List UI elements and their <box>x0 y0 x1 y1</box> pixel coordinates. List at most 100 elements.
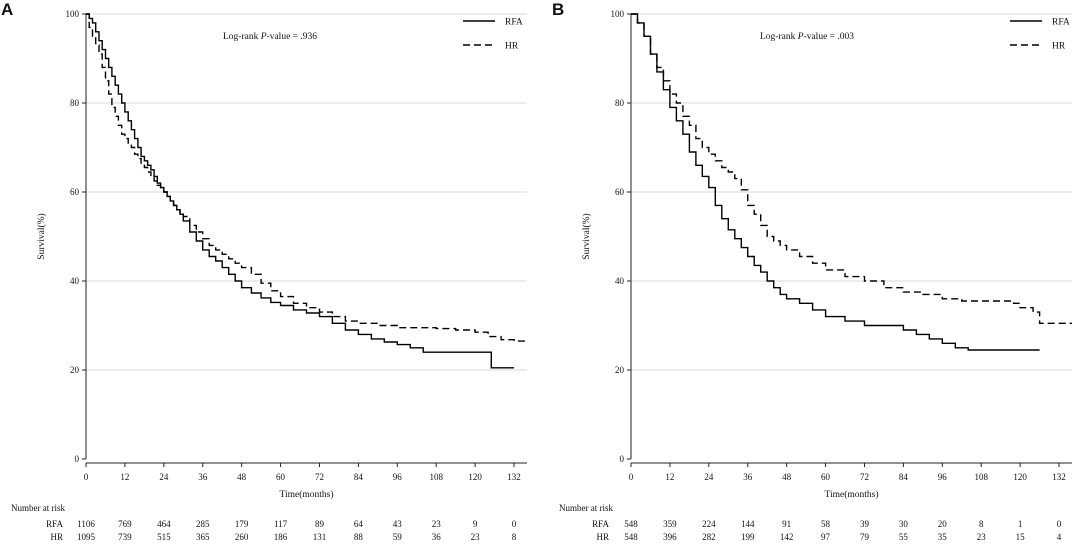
risk-value: 59 <box>393 532 403 542</box>
risk-value: 55 <box>899 532 909 542</box>
y-tick-label: 100 <box>611 9 625 19</box>
risk-value: 769 <box>118 519 132 529</box>
risk-value: 30 <box>899 519 909 529</box>
x-tick-label: 24 <box>159 472 169 482</box>
legend-label-hr: HR <box>1052 42 1066 52</box>
risk-value: 0 <box>512 519 517 529</box>
legend-label-rfa: RFA <box>1052 18 1070 28</box>
y-tick-label: 100 <box>66 9 80 19</box>
risk-row-label-hr: HR <box>50 532 63 542</box>
risk-value: 464 <box>157 519 171 529</box>
y-tick-label: 20 <box>70 365 80 375</box>
x-tick-label: 48 <box>237 472 247 482</box>
survival-curve-hr <box>631 13 1072 324</box>
risk-value: 8 <box>979 519 984 529</box>
y-tick-label: 80 <box>615 98 625 108</box>
risk-value: 15 <box>1016 532 1026 542</box>
risk-value: 396 <box>663 532 677 542</box>
x-tick-label: 96 <box>938 472 948 482</box>
risk-value: 1 <box>1018 519 1023 529</box>
x-tick-label: 108 <box>974 472 988 482</box>
risk-value: 117 <box>274 519 288 529</box>
y-axis-title: Survival(%) <box>36 213 47 259</box>
risk-value: 9 <box>473 519 478 529</box>
risk-value: 89 <box>315 519 325 529</box>
risk-value: 64 <box>354 519 364 529</box>
x-tick-label: 108 <box>429 472 443 482</box>
x-tick-label: 120 <box>468 472 482 482</box>
risk-row-label-rfa: RFA <box>46 519 63 529</box>
x-tick-label: 60 <box>276 472 286 482</box>
risk-value: 739 <box>118 532 132 542</box>
x-tick-label: 132 <box>1052 472 1066 482</box>
survival-curve-rfa <box>86 13 514 369</box>
x-tick-label: 72 <box>315 472 324 482</box>
x-tick-label: 72 <box>860 472 869 482</box>
risk-value: 39 <box>860 519 870 529</box>
x-tick-label: 60 <box>821 472 831 482</box>
risk-value: 260 <box>235 532 249 542</box>
y-tick-label: 0 <box>75 454 80 464</box>
risk-value: 79 <box>860 532 870 542</box>
y-tick-label: 60 <box>615 187 625 197</box>
survival-curve-rfa <box>631 13 1040 351</box>
y-tick-label: 80 <box>70 98 80 108</box>
risk-value: 20 <box>938 519 948 529</box>
risk-value: 4 <box>1057 532 1062 542</box>
x-tick-label: 12 <box>665 472 674 482</box>
risk-value: 1106 <box>77 519 95 529</box>
x-tick-label: 48 <box>782 472 792 482</box>
x-tick-label: 0 <box>629 472 634 482</box>
risk-value: 142 <box>780 532 794 542</box>
x-axis-title: Time(months) <box>824 489 878 500</box>
x-tick-label: 36 <box>198 472 208 482</box>
risk-value: 97 <box>821 532 831 542</box>
risk-value: 179 <box>235 519 249 529</box>
risk-table-title: Number at risk <box>559 503 613 513</box>
risk-value: 144 <box>741 519 755 529</box>
y-tick-label: 20 <box>615 365 625 375</box>
x-tick-label: 120 <box>1013 472 1027 482</box>
x-tick-label: 84 <box>899 472 909 482</box>
risk-value: 91 <box>782 519 791 529</box>
risk-value: 199 <box>741 532 755 542</box>
risk-row-label-hr: HR <box>596 532 609 542</box>
y-tick-label: 40 <box>70 276 80 286</box>
y-axis-title: Survival(%) <box>581 213 592 259</box>
pvalue-annotation: Log-rank P-value = .936 <box>223 32 317 42</box>
risk-value: 186 <box>274 532 288 542</box>
risk-value: 0 <box>1057 519 1062 529</box>
x-tick-label: 84 <box>354 472 364 482</box>
x-tick-label: 12 <box>120 472 129 482</box>
x-tick-label: 132 <box>507 472 521 482</box>
x-axis-title: Time(months) <box>279 489 333 500</box>
risk-value: 365 <box>196 532 210 542</box>
risk-value: 43 <box>393 519 403 529</box>
risk-row-label-rfa: RFA <box>592 519 609 529</box>
risk-value: 1095 <box>77 532 96 542</box>
panel-letter: B <box>552 0 564 19</box>
risk-value: 131 <box>313 532 327 542</box>
pvalue-annotation: Log-rank P-value = .003 <box>760 32 854 42</box>
risk-value: 23 <box>471 532 481 542</box>
risk-value: 23 <box>977 532 987 542</box>
risk-value: 515 <box>157 532 171 542</box>
risk-table-title: Number at risk <box>11 503 65 513</box>
risk-value: 548 <box>624 532 638 542</box>
risk-value: 8 <box>512 532 517 542</box>
risk-value: 282 <box>702 532 716 542</box>
risk-value: 88 <box>354 532 364 542</box>
x-tick-label: 36 <box>743 472 753 482</box>
risk-value: 224 <box>702 519 716 529</box>
panel-letter: A <box>1 0 13 19</box>
risk-value: 548 <box>624 519 638 529</box>
risk-value: 58 <box>821 519 831 529</box>
y-tick-label: 60 <box>70 187 80 197</box>
legend-label-rfa: RFA <box>505 18 523 28</box>
risk-value: 359 <box>663 519 677 529</box>
risk-value: 36 <box>432 532 442 542</box>
y-tick-label: 0 <box>620 454 625 464</box>
